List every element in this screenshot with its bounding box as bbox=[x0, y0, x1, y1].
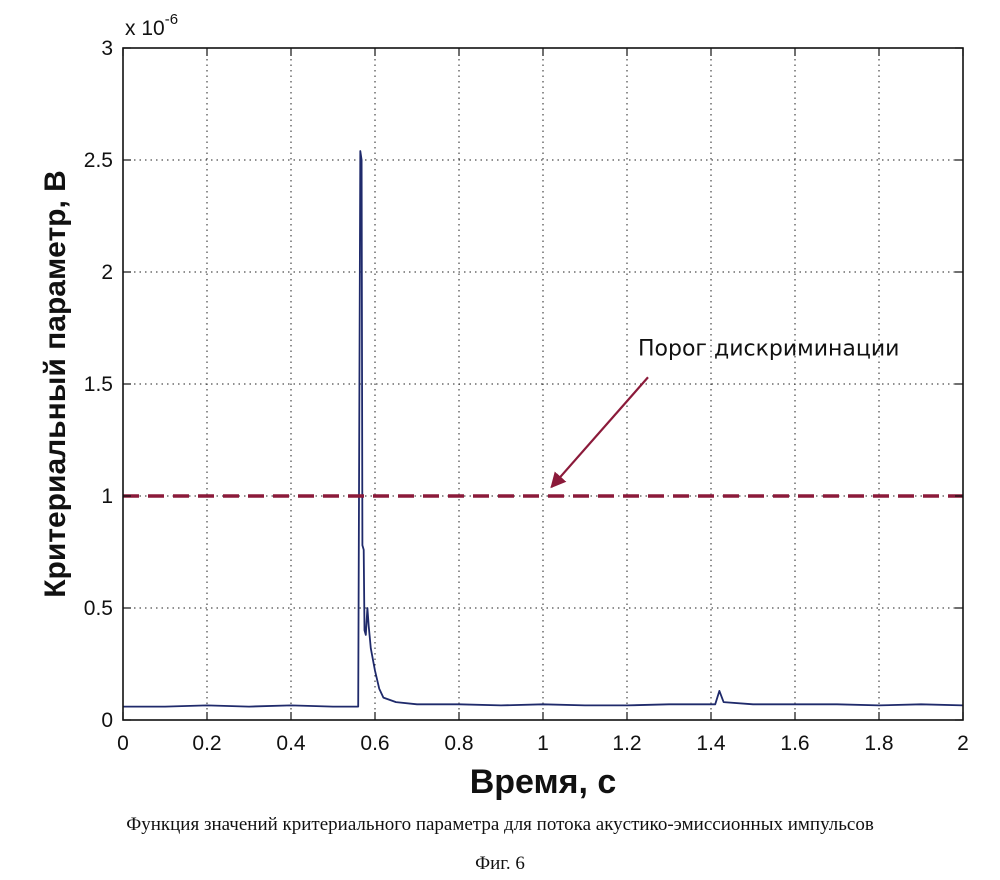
x-tick-label: 0.8 bbox=[444, 732, 473, 755]
x-tick-label: 2 bbox=[957, 732, 969, 755]
x-tick-label: 1.4 bbox=[696, 732, 726, 755]
y-tick-label: 0 bbox=[101, 709, 113, 732]
annotation-label: Порог дискриминации bbox=[638, 336, 899, 361]
y-tick-label: 1.5 bbox=[84, 373, 113, 396]
figure-number: Фиг. 6 bbox=[0, 853, 1000, 875]
x-tick-label: 0.4 bbox=[276, 732, 306, 755]
x-tick-label: 0.2 bbox=[192, 732, 221, 755]
y-tick-label: 3 bbox=[101, 37, 113, 60]
figure-caption: Функция значений критериального параметр… bbox=[0, 814, 1000, 836]
x-tick-label: 0.6 bbox=[360, 732, 389, 755]
x-axis-label: Время, с bbox=[470, 763, 617, 800]
x-tick-label: 0 bbox=[117, 732, 129, 755]
y-tick-label: 1 bbox=[101, 485, 113, 508]
y-tick-label: 2 bbox=[101, 261, 113, 284]
y-axis-label: Критериальный параметр, В bbox=[39, 170, 72, 598]
chart: 0 0.2 0.4 0.6 0.8 1 1.2 1.4 1.6 1.8 2 0 0.5 1 1.5 2 2.5 3… bbox=[0, 0, 1000, 800]
x-tick-label: 1.8 bbox=[864, 732, 893, 755]
y-multiplier: x 10-6 bbox=[125, 11, 178, 40]
y-tick-label: 2.5 bbox=[84, 149, 113, 172]
x-tick-label: 1.2 bbox=[612, 732, 641, 755]
x-tick-label: 1 bbox=[537, 732, 549, 755]
y-tick-label: 0.5 bbox=[84, 597, 113, 620]
x-tick-label: 1.6 bbox=[780, 732, 809, 755]
